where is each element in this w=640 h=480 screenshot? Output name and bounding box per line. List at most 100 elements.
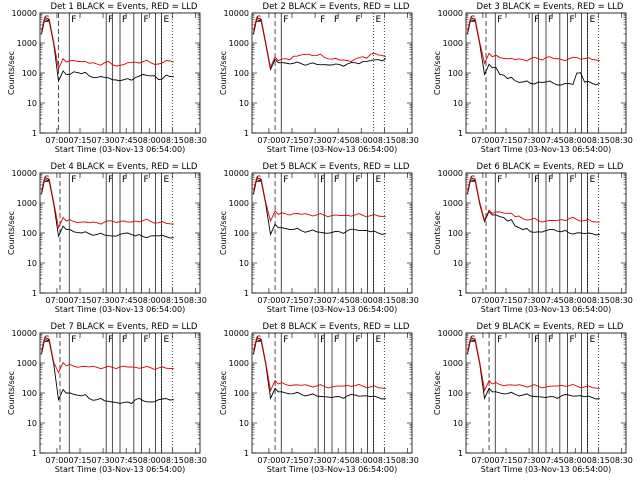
y-tick-label: 1 xyxy=(244,289,249,298)
flag-marker-label: F xyxy=(548,335,553,345)
x-tick-label: 07:30 xyxy=(92,296,115,305)
flag-marker-label: F xyxy=(122,335,127,345)
flag-marker-label: F xyxy=(334,335,339,345)
y-tick-label: 100 xyxy=(22,389,37,398)
lld-series-line xyxy=(41,337,174,374)
events-series-line xyxy=(41,19,174,83)
x-tick-label: 07:45 xyxy=(327,456,350,465)
y-tick-label: 100 xyxy=(448,389,463,398)
x-tick-label: 08:30 xyxy=(610,456,633,465)
panel-title: Det 5 BLACK = Events, RED = LLD xyxy=(263,162,410,172)
x-tick-label: 07:00 xyxy=(471,136,494,145)
flag-marker-label: F xyxy=(356,15,361,25)
x-axis-label: Start Time (03-Nov-13 06:54:00) xyxy=(267,465,397,474)
x-tick-label: 07:30 xyxy=(304,296,327,305)
y-tick-label: 1 xyxy=(32,449,37,458)
x-tick-label: 08:15 xyxy=(161,296,184,305)
panel-7: Det 7 BLACK = Events, RED = LLD 1 10 100 100… xyxy=(7,322,207,474)
panel-2: Det 2 BLACK = Events, RED = LLD 1 10 100 100… xyxy=(219,2,419,154)
y-tick-label: 10000 xyxy=(438,9,463,18)
x-tick-label: 07:45 xyxy=(327,296,350,305)
flag-marker-label: F xyxy=(570,15,575,25)
events-series-line xyxy=(253,179,386,236)
plot-frame xyxy=(251,12,413,134)
y-tick-label: 10 xyxy=(27,259,37,268)
flag-marker-label: F xyxy=(122,175,127,185)
y-tick-label: 10000 xyxy=(12,9,37,18)
y-tick-label: 10000 xyxy=(224,169,249,178)
events-series-line xyxy=(467,19,600,86)
panel-4: Det 4 BLACK = Events, RED = LLD 1 10 100 100… xyxy=(7,162,207,314)
y-tick-label: 100 xyxy=(22,69,37,78)
flag-marker-label: F xyxy=(570,335,575,345)
flag-marker-label: F xyxy=(283,175,288,185)
flag-marker-label: F xyxy=(534,175,539,185)
lld-series-line xyxy=(467,337,600,393)
y-tick-label: 1 xyxy=(32,289,37,298)
lld-series-line xyxy=(253,177,386,223)
y-tick-label: 10 xyxy=(27,419,37,428)
flag-marker-label: F xyxy=(356,335,361,345)
x-tick-label: 07:30 xyxy=(304,136,327,145)
y-axis-label: Counts/sec xyxy=(219,211,228,255)
flag-marker-label: F xyxy=(108,15,113,25)
flag-marker-label: F xyxy=(334,15,339,25)
flag-marker-label: E xyxy=(590,335,596,345)
x-tick-label: 07:00 xyxy=(45,456,68,465)
flag-marker-label: F xyxy=(320,335,325,345)
x-tick-label: 08:30 xyxy=(610,296,633,305)
y-tick-label: 10 xyxy=(453,259,463,268)
lld-series-line xyxy=(253,337,386,393)
panel-title: Det 3 BLACK = Events, RED = LLD xyxy=(477,2,624,12)
x-tick-label: 07:30 xyxy=(92,456,115,465)
x-tick-label: 08:00 xyxy=(138,136,161,145)
lld-series-line xyxy=(41,17,174,71)
y-tick-label: 1 xyxy=(244,129,249,138)
y-axis-label: Counts/sec xyxy=(219,51,228,95)
flag-marker-label: F xyxy=(356,175,361,185)
flag-marker-label: F xyxy=(570,175,575,185)
lld-series-line xyxy=(253,17,386,69)
flag-marker-label: F xyxy=(497,335,502,345)
lld-series-line xyxy=(467,177,600,223)
y-axis-label: Counts/sec xyxy=(433,211,442,255)
x-tick-label: 08:15 xyxy=(373,136,396,145)
x-tick-label: 07:30 xyxy=(518,296,541,305)
y-axis-label: Counts/sec xyxy=(433,371,442,415)
x-tick-label: 08:15 xyxy=(587,456,610,465)
x-tick-label: 08:30 xyxy=(184,456,207,465)
x-tick-label: 08:15 xyxy=(373,456,396,465)
x-tick-label: 07:15 xyxy=(494,296,517,305)
x-tick-label: 07:00 xyxy=(45,136,68,145)
x-tick-label: 07:45 xyxy=(541,296,564,305)
events-series-line xyxy=(41,339,174,405)
x-axis-label: Start Time (03-Nov-13 06:54:00) xyxy=(481,465,611,474)
panel-title: Det 6 BLACK = Events, RED = LLD xyxy=(477,162,624,172)
x-tick-label: 07:00 xyxy=(45,296,68,305)
y-tick-label: 1000 xyxy=(229,199,249,208)
y-tick-label: 1000 xyxy=(17,359,37,368)
flag-marker-label: F xyxy=(71,175,76,185)
flag-marker-label: F xyxy=(320,175,325,185)
y-axis-label: Counts/sec xyxy=(7,371,16,415)
y-tick-label: 100 xyxy=(234,389,249,398)
x-tick-label: 07:15 xyxy=(280,296,303,305)
y-tick-label: 10 xyxy=(239,259,249,268)
x-tick-label: 08:00 xyxy=(564,296,587,305)
x-tick-label: 08:15 xyxy=(161,456,184,465)
x-tick-label: 08:00 xyxy=(138,296,161,305)
x-tick-label: 07:15 xyxy=(68,296,91,305)
x-tick-label: 07:15 xyxy=(68,456,91,465)
y-tick-label: 100 xyxy=(234,69,249,78)
x-tick-label: 08:15 xyxy=(161,136,184,145)
x-tick-label: 08:00 xyxy=(350,456,373,465)
events-series-line xyxy=(253,339,386,400)
x-tick-label: 07:45 xyxy=(541,136,564,145)
panel-title: Det 4 BLACK = Events, RED = LLD xyxy=(51,162,198,172)
y-tick-label: 10 xyxy=(27,99,37,108)
y-tick-label: 1 xyxy=(244,449,249,458)
panel-9: Det 9 BLACK = Events, RED = LLD 1 10 100 100… xyxy=(433,322,633,474)
events-series-line xyxy=(253,19,387,71)
panel-title: Det 2 BLACK = Events, RED = LLD xyxy=(263,2,410,12)
flag-marker-label: F xyxy=(534,15,539,25)
